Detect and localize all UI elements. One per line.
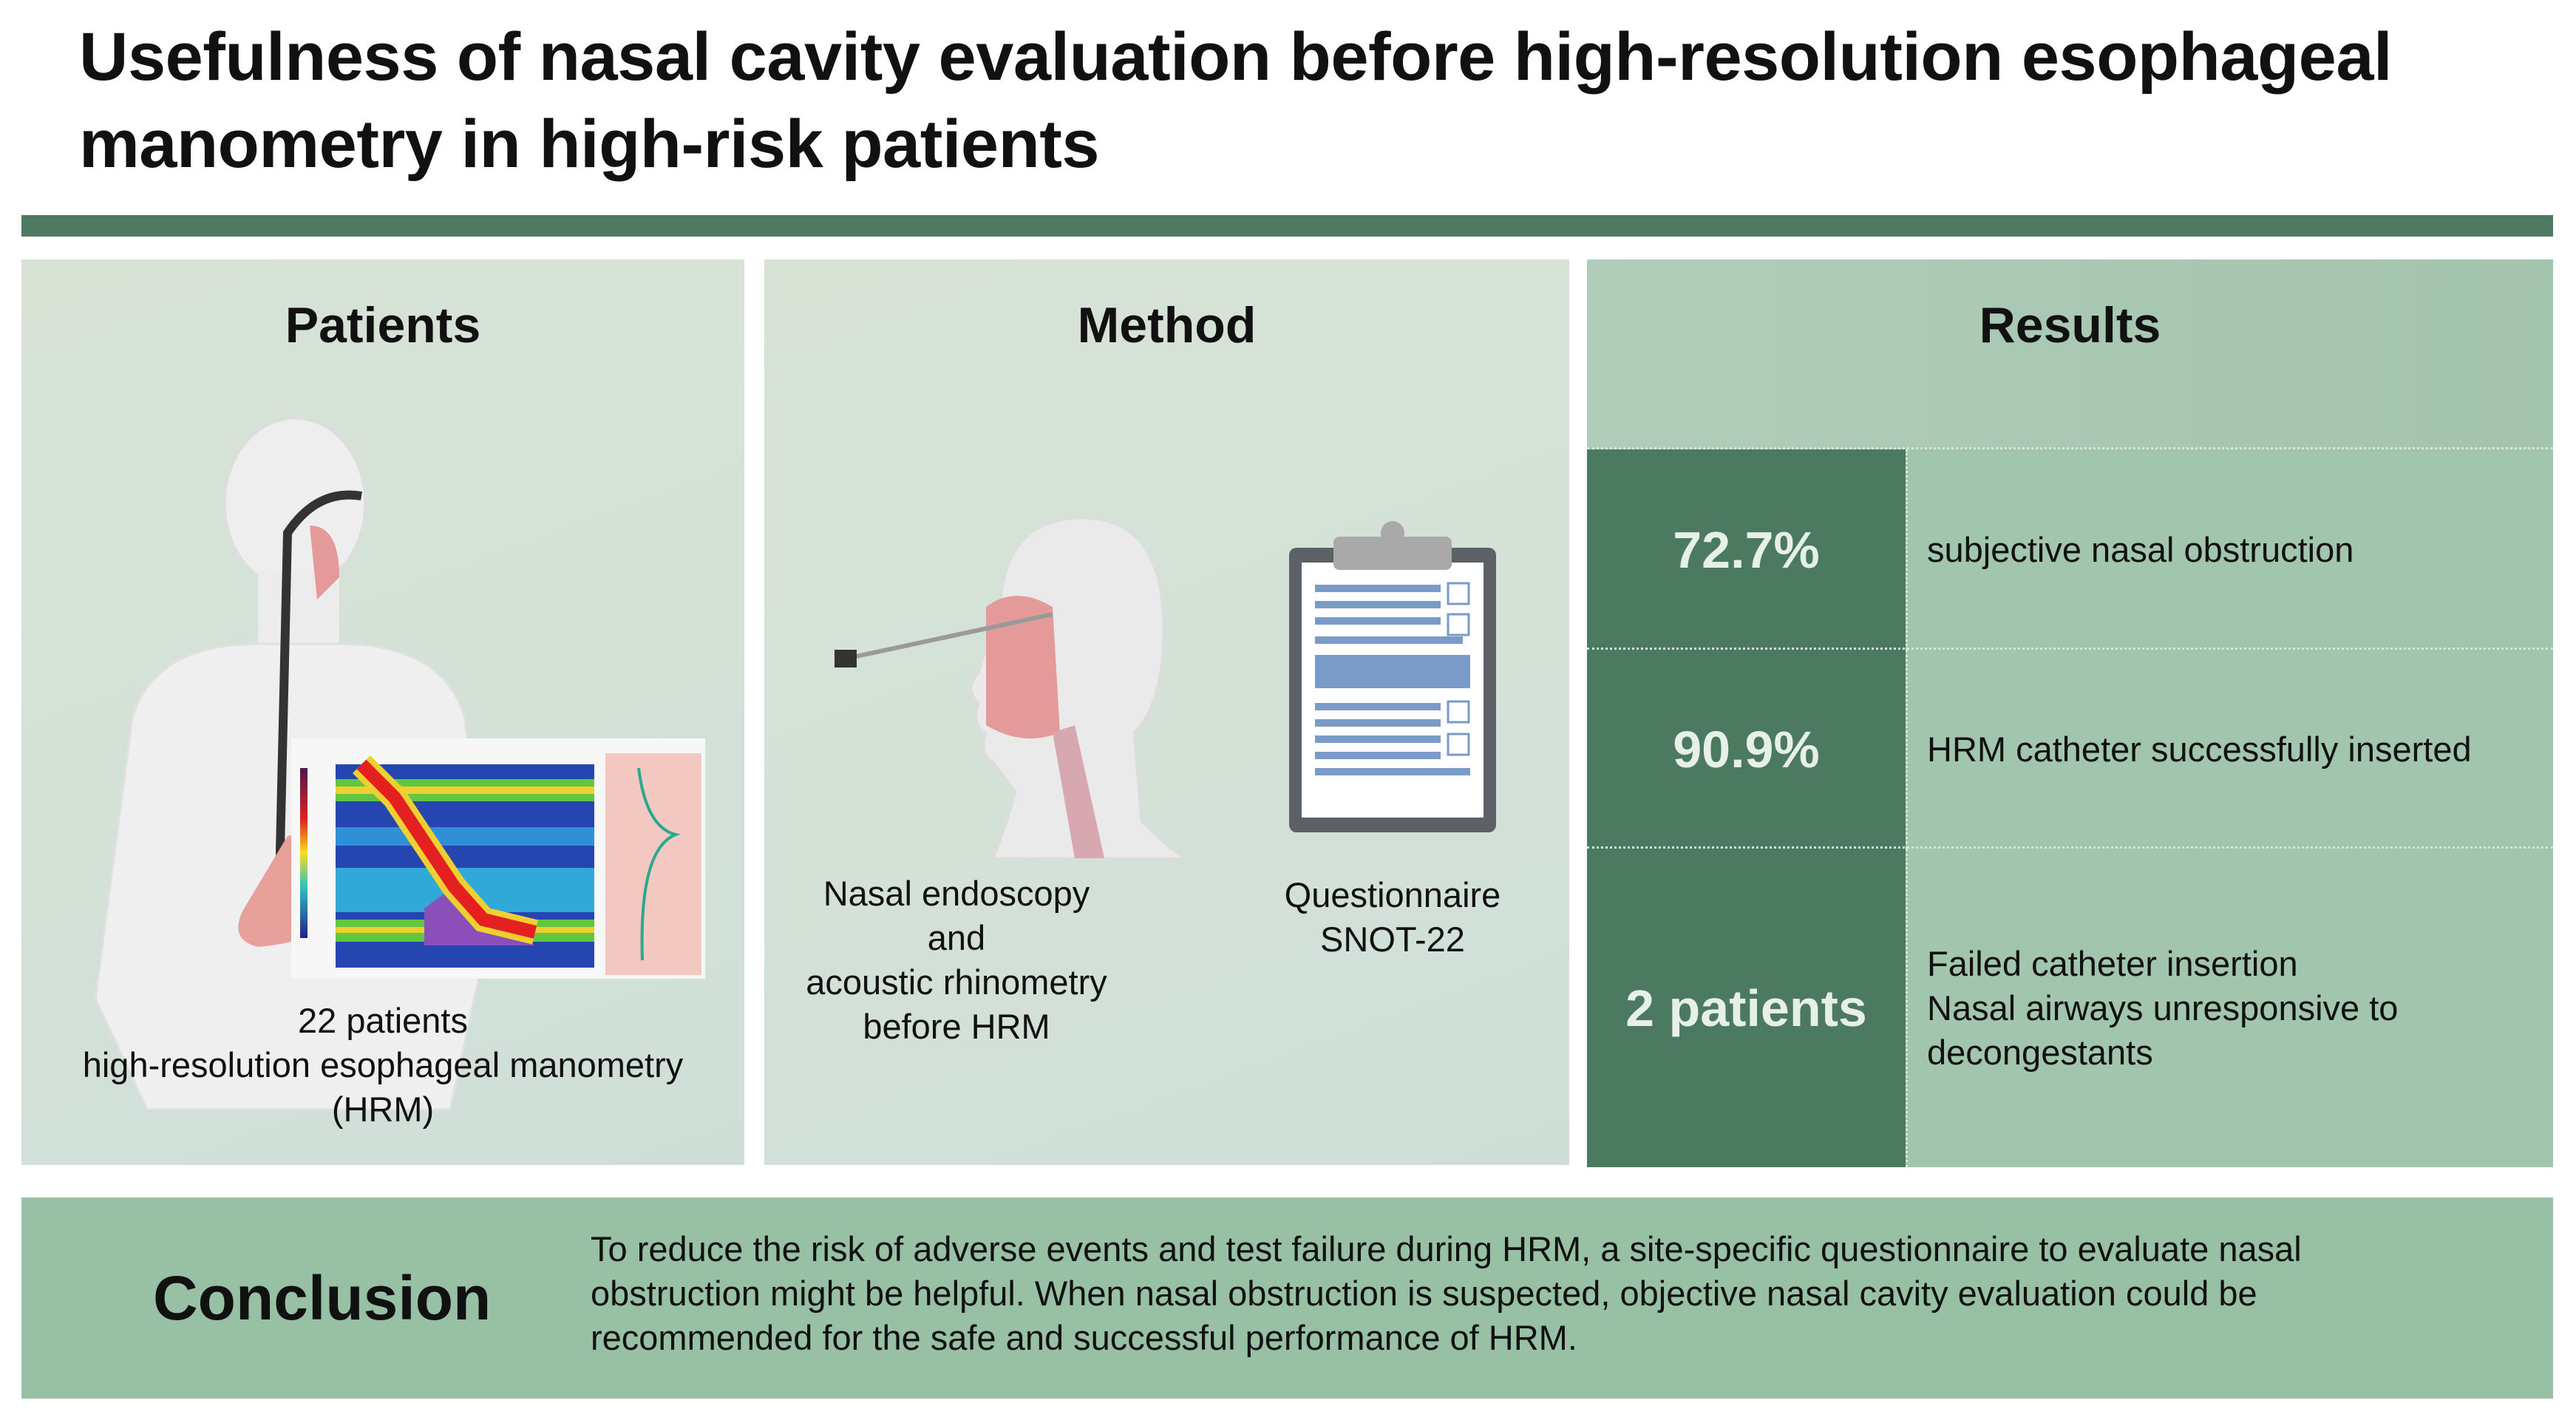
patients-panel: Patients 22 patients high-resolution eso… [21,259,744,1165]
method-endoscopy-line: Nasal endoscopy and [823,874,1090,957]
result-description: Failed catheter insertion Nasal airways … [1906,849,2553,1167]
method-endoscopy-label: Nasal endoscopy and acoustic rhinometry … [794,872,1119,1049]
result-row: 72.7% subjective nasal obstruction [1587,447,2553,650]
result-line: Failed catheter insertion [1927,943,2298,983]
method-questionnaire-label: Questionnaire SNOT-22 [1252,873,1533,962]
patient-procedure: high-resolution esophageal manometry [82,1045,684,1084]
conclusion-line: obstruction might be helpful. When nasal… [591,1274,2257,1313]
method-endoscopy-line: before HRM [863,1007,1050,1046]
method-endoscopy-line: acoustic rhinometry [806,962,1107,1002]
result-row: 90.9% HRM catheter successfully inserted [1587,648,2553,849]
result-line: decongestants [1927,1032,2153,1072]
results-panel: Results 72.7% subjective nasal obstructi… [1587,259,2553,1167]
result-value: 2 patients [1587,849,1906,1167]
nasal-endoscopy-head-icon [835,517,1186,860]
patient-procedure-abbr: (HRM) [331,1090,435,1129]
page-title: Usefulness of nasal cavity evaluation be… [79,19,2393,182]
result-value: 90.9% [1587,650,1906,849]
patients-heading: Patients [285,297,481,353]
title-divider-bar [21,215,2553,237]
result-value: 72.7% [1587,449,1906,650]
conclusion-line: To reduce the risk of adverse events and… [591,1229,2302,1268]
result-row: 2 patients Failed catheter insertion Nas… [1587,846,2553,1167]
method-heading: Method [1077,297,1257,353]
conclusion-text: To reduce the risk of adverse events and… [591,1227,2512,1360]
result-description: subjective nasal obstruction [1906,449,2553,650]
results-header: Results [1587,259,2553,447]
method-questionnaire-line: SNOT-22 [1320,920,1465,959]
result-line: Nasal airways unresponsive to [1927,988,2399,1027]
results-heading: Results [1979,297,2161,353]
result-line: HRM catheter successfully inserted [1927,729,2472,769]
conclusion-label: Conclusion [153,1263,492,1333]
patient-count: 22 patients [298,1001,468,1040]
clipboard-questionnaire-icon [1289,521,1496,832]
method-questionnaire-line: Questionnaire [1284,875,1501,914]
conclusion-panel: Conclusion To reduce the risk of adverse… [21,1198,2553,1399]
result-description: HRM catheter successfully inserted [1906,650,2553,849]
result-line: subjective nasal obstruction [1927,529,2354,569]
method-panel: Method Nasal endoscopy and acoustic rhin… [764,259,1569,1165]
conclusion-line: recommended for the safe and successful … [591,1318,1577,1357]
hrm-pressure-topography-plot [291,738,705,979]
